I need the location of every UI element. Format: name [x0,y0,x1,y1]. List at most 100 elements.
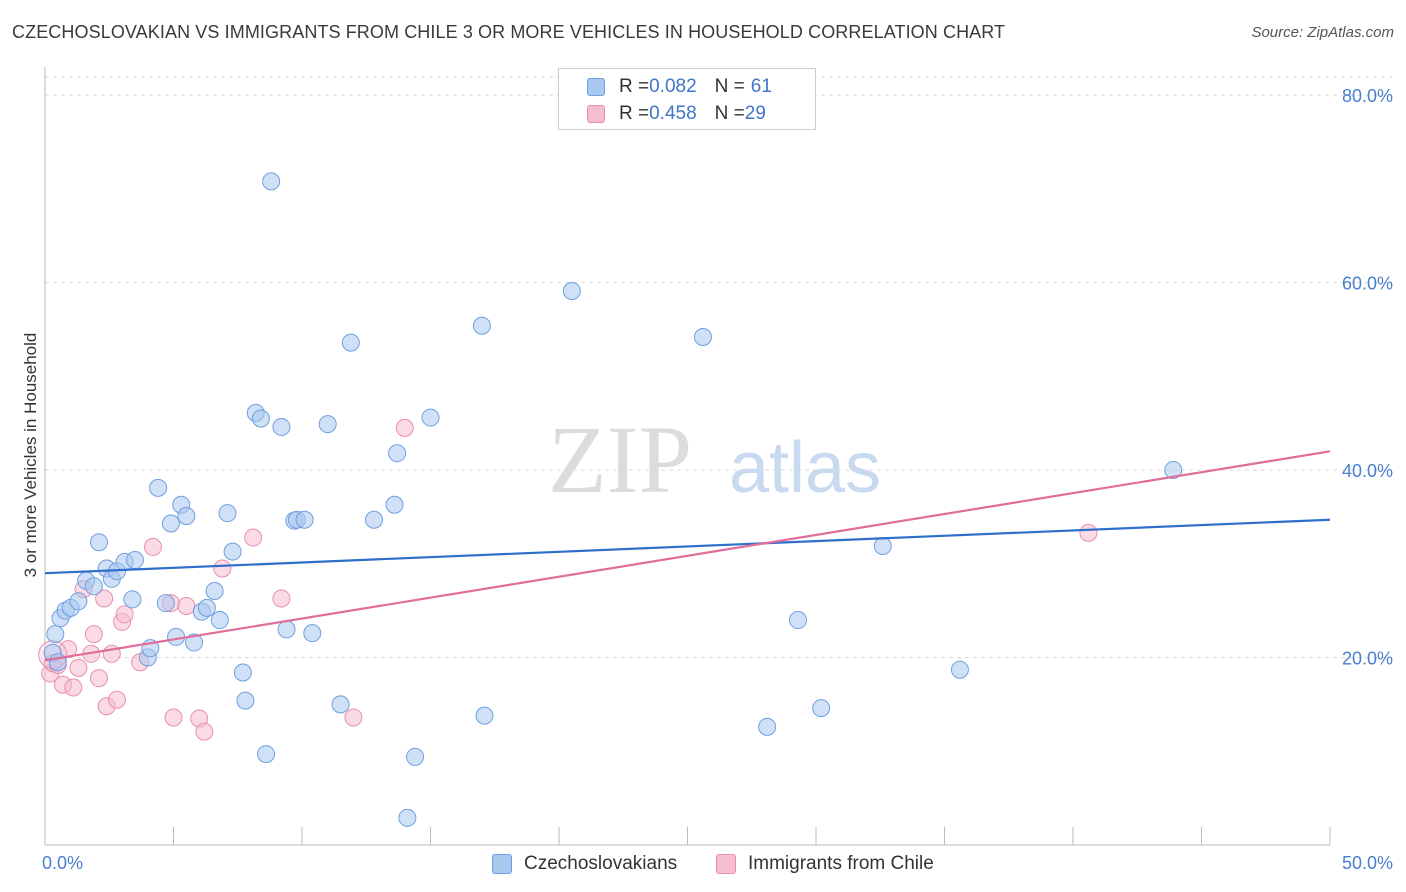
chile-point [177,596,196,615]
chart-title: CZECHOSLOVAKIAN VS IMMIGRANTS FROM CHILE… [12,22,1006,42]
chile-point [143,537,162,556]
chile-point [89,669,108,688]
czechoslovakian-point [251,409,270,428]
czechoslovakian-point [950,660,969,679]
chile-point [69,658,88,677]
series-legend-label: Czechoslovakians [524,853,678,874]
chile-point [395,418,414,437]
legend-r-value: 0.458 [649,103,697,124]
legend-n-label: N = [714,76,745,97]
czechoslovakian-point [562,282,581,301]
chile-point [344,708,363,727]
chile-point [213,559,232,578]
trend-lines [44,450,1331,662]
y-tick-label: 40.0% [1342,461,1393,481]
czechoslovakian-point [295,510,314,529]
czechoslovakian-point [406,747,425,766]
legend-swatch-pink [587,105,605,123]
czechoslovakian-point [693,327,712,346]
legend-r-label: R = [619,103,650,124]
czechoslovakian-point [398,808,417,827]
tick-labels: 20.0% 40.0% 60.0% 80.0% 0.0% 50.0% [42,86,1393,873]
czechoslovakian-point [341,333,360,352]
y-tick-label: 60.0% [1342,274,1393,294]
czechoslovakian-point [233,663,252,682]
czechoslovakian-point [873,536,892,555]
chile-point [84,625,103,644]
czechoslovakian-point [257,745,276,764]
czechoslovakian-point [303,624,322,643]
czechoslovakian-point [812,699,831,718]
legend-n-value: 29 [744,103,766,124]
czechoslovakian-point [472,316,491,335]
chile-point [272,589,291,608]
czechoslovakian-point [84,577,103,596]
legend-n-value: 61 [750,76,772,97]
legend-row-immigrants-from-chile: R = 0.458 N = 29 [587,101,766,127]
czechoslovakian-point [223,542,242,561]
czechoslovakian-point [789,611,808,630]
legend-r-value: 0.082 [649,76,697,97]
czechoslovakian-point [364,510,383,529]
x-tick-label: 50.0% [1342,853,1393,873]
czechoslovakian-point [161,514,180,533]
czechoslovakian-point [89,533,108,552]
czechoslovakian-point [177,506,196,525]
czechoslovakian-point [277,620,296,639]
legend-swatch-blue [587,78,605,96]
chile-point [244,528,263,547]
czechoslovakian-point [758,717,777,736]
czechoslovakian-point [475,706,494,725]
czechoslovakian-point [149,478,168,497]
axes [44,67,1331,846]
correlation-legend: R = 0.082 N = 61 R = 0.458 N = 29 [558,68,816,130]
czechoslovakian-point [318,415,337,434]
czechoslovakian-point [210,611,229,630]
czechoslovakian-point [156,594,175,613]
czechoslovakian-point [185,633,204,652]
czechoslovakian-point [46,625,65,644]
czechoslovakian-point [385,495,404,514]
czechoslovakian-point [125,551,144,570]
czechoslovakian-point [262,172,281,191]
series-legend-swatch-pink [716,854,736,874]
series-legend-swatch-blue [492,854,512,874]
czechoslovakians-trend-line [44,518,1331,575]
chile-trend-line [44,450,1331,662]
series-legend-czechoslovakians: Czechoslovakians [492,851,677,877]
chile-point [164,708,183,727]
chile-point [1079,523,1098,542]
series-legend-label: Immigrants from Chile [748,853,934,874]
legend-row-czechoslovakians: R = 0.082 N = 61 [587,74,772,100]
czechoslovakian-point [421,408,440,427]
watermark-atlas: atlas [729,428,881,508]
czechoslovakian-point [218,504,237,523]
x-tick-label: 0.0% [42,853,83,873]
czechoslovakian-point [69,592,88,611]
czechoslovakian-point [236,691,255,710]
chile-point [107,690,126,709]
czechoslovakian-point [197,598,216,617]
series-legend-immigrants-from-chile: Immigrants from Chile [716,851,934,877]
source-credit: Source: ZipAtlas.com [1251,24,1394,41]
series-czechoslovakians-points [43,172,1183,827]
czechoslovakian-point [167,627,186,646]
legend-r-label: R = [619,76,650,97]
chile-point [64,678,83,697]
czechoslovakian-point [123,590,142,609]
y-tick-label: 20.0% [1342,649,1393,669]
czechoslovakian-point [205,581,224,600]
chile-point [95,589,114,608]
y-axis-title: 3 or more Vehicles in Household [21,333,40,578]
czechoslovakian-point [388,444,407,463]
czechoslovakian-point [1164,461,1183,480]
gridlines [45,76,1392,659]
watermark-zip: ZIP [548,406,692,513]
legend-n-label: N = [714,103,745,124]
czechoslovakian-point [331,695,350,714]
chile-point [115,605,134,624]
y-tick-label: 80.0% [1342,86,1393,106]
czechoslovakian-point [272,417,291,436]
chile-point [195,722,214,741]
